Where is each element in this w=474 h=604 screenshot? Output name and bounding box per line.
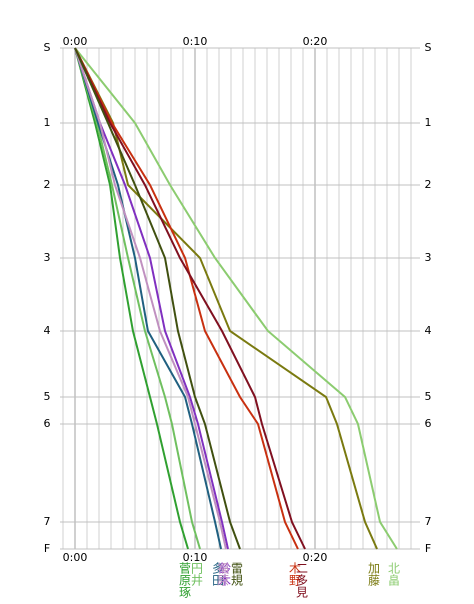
runner-name: 雷規	[230, 562, 244, 586]
runner-name: 多田	[211, 562, 225, 586]
y-tick-label: 5	[425, 390, 432, 403]
runner-line	[74, 47, 398, 550]
y-tick-label: 3	[44, 251, 51, 264]
x-tick-label: 0:00	[63, 551, 88, 564]
runner-name: 福原	[215, 561, 229, 586]
runner-line	[74, 47, 227, 550]
y-tick-label: S	[425, 41, 432, 54]
x-tick-label: 0:20	[303, 35, 328, 48]
runner-line	[74, 47, 299, 550]
y-tick-label: 2	[44, 178, 51, 191]
y-tick-label: 2	[425, 178, 432, 191]
y-tick-label: 7	[44, 515, 51, 528]
y-tick-label: 1	[425, 116, 432, 129]
runner-name: 北畠	[386, 562, 400, 587]
y-tick-label: 7	[425, 515, 432, 528]
runner-line	[74, 47, 229, 550]
y-tick-label: F	[425, 542, 431, 555]
runner-line	[74, 47, 241, 550]
x-tick-label: 0:00	[63, 35, 88, 48]
runner-name: 円井	[190, 562, 204, 587]
runner-name: 菅原琢	[178, 562, 192, 598]
runner-name: 木野	[287, 562, 301, 586]
runner-name: 加藤	[367, 562, 381, 586]
y-tick-label: 3	[425, 251, 432, 264]
y-tick-label: 6	[44, 417, 51, 430]
x-tick-label: 0:10	[183, 35, 208, 48]
runner-line	[74, 47, 201, 550]
runner-name: 二多見	[295, 562, 309, 598]
y-tick-label: 4	[425, 324, 432, 337]
runner-line	[74, 47, 189, 550]
runner-line	[74, 47, 306, 550]
x-tick-label: 0:10	[183, 551, 208, 564]
y-tick-label: F	[44, 542, 50, 555]
y-tick-label: S	[44, 41, 51, 54]
y-tick-label: 4	[44, 324, 51, 337]
x-tick-label: 0:20	[303, 551, 328, 564]
y-tick-label: 5	[44, 390, 51, 403]
runner-name: 鈴木	[218, 561, 232, 586]
y-tick-label: 1	[44, 116, 51, 129]
y-tick-label: 6	[425, 417, 432, 430]
